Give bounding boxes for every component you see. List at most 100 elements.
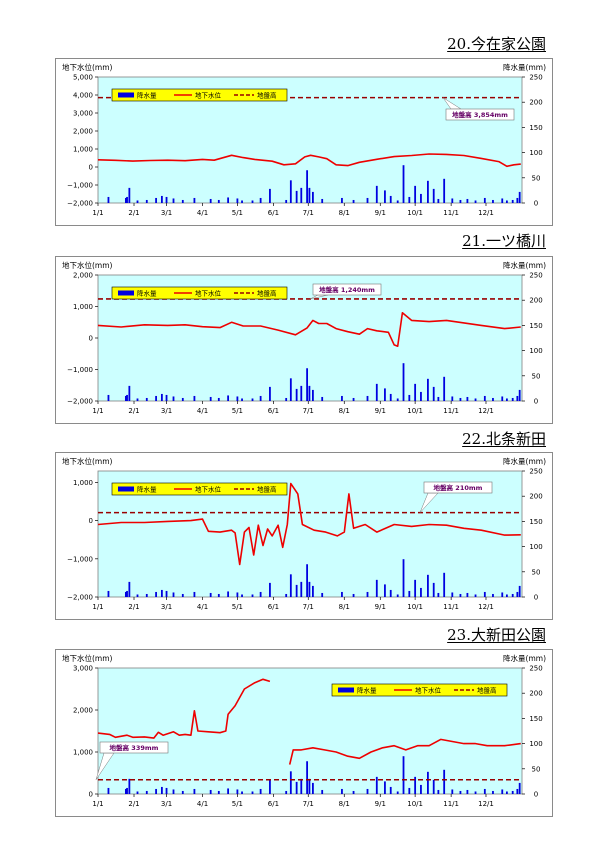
rain-bar bbox=[505, 398, 508, 401]
y-tick-left-label: −1,000 bbox=[67, 366, 93, 374]
rain-bar bbox=[466, 789, 469, 794]
rain-bar bbox=[427, 180, 429, 203]
rain-bar bbox=[511, 199, 514, 203]
rain-bar bbox=[341, 788, 343, 794]
rain-bar bbox=[414, 579, 417, 597]
rain-bar bbox=[160, 393, 163, 401]
legend-box bbox=[111, 482, 288, 496]
y-tick-right-label: 200 bbox=[529, 297, 542, 305]
rain-bar bbox=[165, 394, 168, 401]
rain-bar bbox=[306, 761, 308, 794]
rain-bar bbox=[251, 791, 254, 794]
rain-bar bbox=[466, 592, 469, 597]
y-tick-left-label: 1,000 bbox=[73, 303, 93, 311]
rain-bar bbox=[321, 789, 324, 794]
y-axis-left-label: 地下水位(mm) bbox=[62, 62, 113, 72]
rain-bar bbox=[124, 395, 127, 401]
rain-bar bbox=[451, 198, 454, 203]
chart-title-2: 21.一ツ橋川 bbox=[462, 232, 546, 250]
x-tick-label: 5/1 bbox=[232, 407, 243, 415]
rain-bar bbox=[251, 200, 254, 203]
rain-bar bbox=[420, 587, 422, 597]
rain-bar bbox=[352, 397, 355, 401]
rain-bar bbox=[501, 396, 504, 401]
rain-bar bbox=[269, 779, 271, 794]
x-tick-label: 1/1 bbox=[92, 603, 103, 611]
y-tick-left-label: 5,000 bbox=[73, 74, 93, 82]
rain-bar bbox=[437, 198, 440, 203]
legend-rain-swatch bbox=[118, 486, 134, 492]
chart-panel-4: 地下水位(mm) 降水量(mm) 0 1,000 2,000 3,000 0 50 100 150… bbox=[55, 649, 553, 817]
x-tick-label: 3/1 bbox=[161, 209, 172, 217]
rain-bar bbox=[516, 788, 519, 794]
x-tick-label: 4/1 bbox=[197, 800, 208, 808]
y-axis-left-label: 地下水位(mm) bbox=[62, 653, 113, 663]
rain-bar bbox=[505, 200, 508, 203]
y-tick-left-label: 1,000 bbox=[73, 749, 93, 757]
rain-bar bbox=[375, 185, 378, 203]
rain-bar bbox=[165, 590, 168, 597]
legend-box bbox=[111, 286, 288, 300]
x-tick-label: 10/1 bbox=[407, 800, 423, 808]
rain-bar bbox=[136, 594, 139, 597]
rain-bar bbox=[160, 195, 163, 203]
rain-bar bbox=[295, 584, 298, 597]
rain-bar bbox=[408, 196, 411, 203]
rain-bar bbox=[145, 593, 148, 597]
rain-bar bbox=[427, 574, 429, 597]
y-tick-right-label: 150 bbox=[529, 518, 542, 526]
rain-bar bbox=[466, 396, 469, 401]
rain-bar bbox=[501, 789, 504, 794]
legend-rain-swatch bbox=[118, 92, 134, 98]
chart-panel-3: 地下水位(mm) 降水量(mm) −2,000 −1,000 0 1,000 0 50 100 1… bbox=[55, 452, 553, 620]
rain-bar bbox=[384, 190, 386, 203]
rain-bar bbox=[193, 197, 196, 203]
y-tick-right-label: 50 bbox=[532, 174, 541, 182]
x-tick-label: 4/1 bbox=[197, 407, 208, 415]
x-tick-label: 3/1 bbox=[161, 800, 172, 808]
x-tick-label: 4/1 bbox=[197, 603, 208, 611]
rain-bar bbox=[181, 593, 184, 597]
y-tick-right-label: 250 bbox=[529, 468, 542, 476]
x-tick-label: 1/1 bbox=[92, 209, 103, 217]
x-tick-label: 12/1 bbox=[478, 407, 494, 415]
rain-bar bbox=[241, 200, 243, 203]
rain-bar bbox=[241, 791, 243, 794]
rain-bar bbox=[420, 193, 422, 203]
rain-bar bbox=[321, 198, 324, 203]
x-tick-label: 11/1 bbox=[443, 800, 459, 808]
rain-bar bbox=[285, 397, 288, 401]
rain-bar bbox=[389, 786, 392, 794]
rain-bar bbox=[443, 376, 446, 401]
y-axis-right-label: 降水量(mm) bbox=[503, 62, 546, 72]
rain-bar bbox=[518, 585, 521, 597]
rain-bar bbox=[217, 790, 220, 794]
rain-bar bbox=[236, 789, 239, 794]
y-tick-right-label: 0 bbox=[534, 594, 538, 602]
y-tick-right-label: 0 bbox=[534, 791, 538, 799]
x-tick-label: 9/1 bbox=[375, 603, 386, 611]
x-tick-label: 9/1 bbox=[375, 800, 386, 808]
legend-box bbox=[331, 683, 508, 697]
x-tick-label: 7/1 bbox=[303, 603, 314, 611]
rain-bar bbox=[396, 398, 399, 401]
rain-bar bbox=[165, 787, 168, 794]
water-level-line bbox=[97, 482, 521, 566]
chart-title-1: 20.今在家公園 bbox=[447, 35, 546, 53]
rain-bar bbox=[384, 388, 386, 401]
rain-bar bbox=[124, 197, 127, 203]
x-tick-label: 6/1 bbox=[268, 603, 279, 611]
rain-bar bbox=[366, 591, 369, 597]
rain-bar bbox=[414, 776, 417, 794]
rain-bar bbox=[402, 165, 405, 203]
x-tick-label: 12/1 bbox=[478, 209, 494, 217]
y-tick-right-label: 250 bbox=[529, 74, 542, 82]
rain-bar bbox=[155, 591, 157, 597]
rain-bar bbox=[443, 769, 446, 794]
ground-callout-label: 地盤高 339mm bbox=[110, 743, 159, 752]
legend-rain-swatch bbox=[118, 290, 134, 296]
rain-bar bbox=[432, 582, 435, 597]
x-tick-label: 2/1 bbox=[128, 800, 139, 808]
legend-water-label: 地下水位 bbox=[195, 91, 222, 100]
x-tick-label: 11/1 bbox=[443, 603, 459, 611]
